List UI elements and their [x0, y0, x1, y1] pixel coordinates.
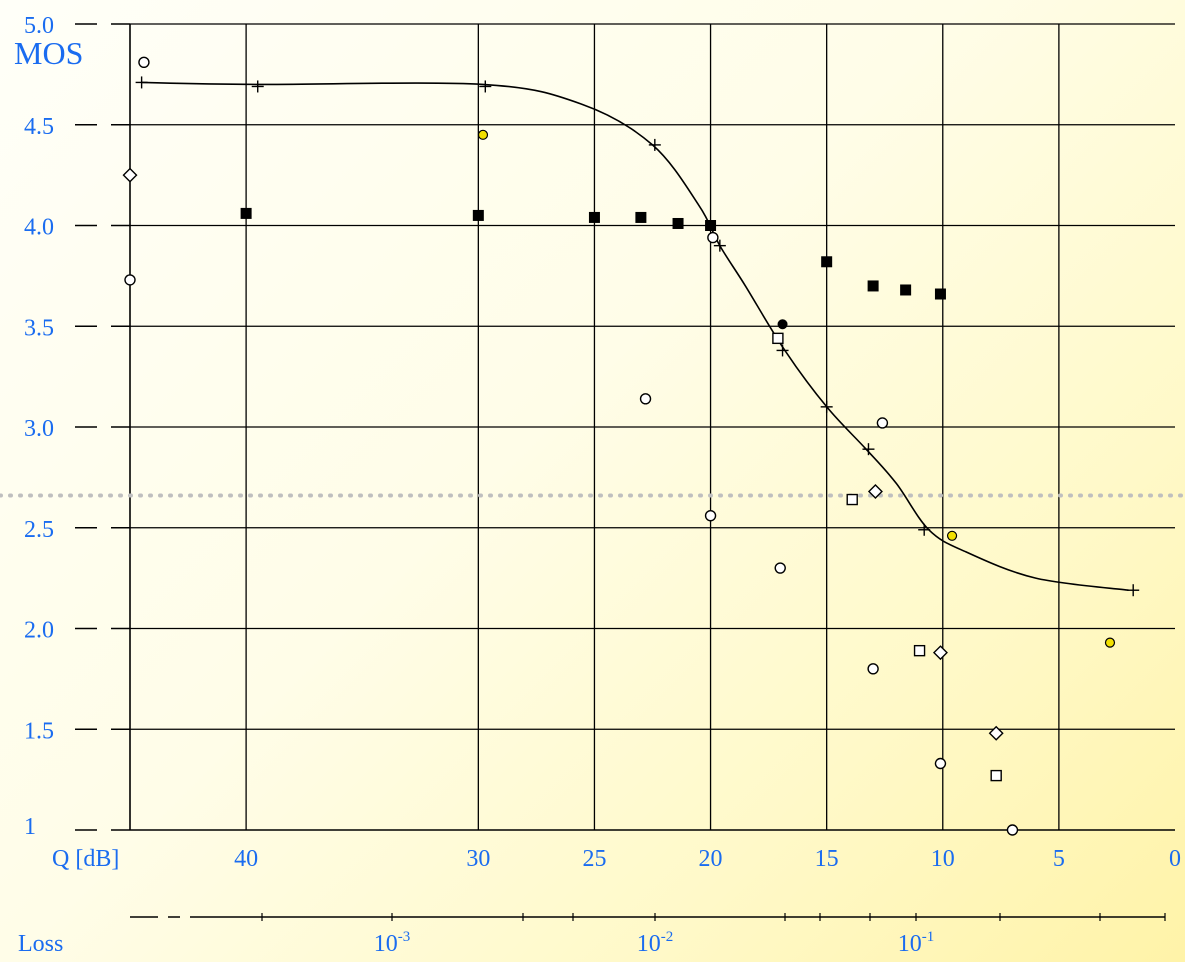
filled-square-marker — [867, 280, 879, 292]
x-axis-title: Q [dB] — [52, 846, 119, 872]
open-circle-marker — [124, 274, 136, 286]
loss-tick-label: 10-1 — [898, 929, 935, 957]
open-diamond-marker — [988, 725, 1004, 741]
yellow-dot-marker — [946, 530, 958, 541]
x-tick-label: 0 — [1169, 846, 1181, 872]
open-square-marker — [990, 769, 1002, 782]
loss-axis-title: Loss — [18, 931, 63, 957]
yellow-dot-marker — [1104, 637, 1116, 648]
filled-circle-marker — [777, 319, 788, 330]
y-tick-label: 3.0 — [24, 416, 54, 442]
x-tick-label: 10 — [931, 846, 955, 872]
open-circle-marker — [774, 562, 786, 574]
filled-square-marker — [705, 220, 717, 231]
y-axis-ticks: 1 1.5 2.0 2.5 3.0 3.5 4.0 4.5 5.0 — [24, 13, 54, 840]
x-tick-label: 20 — [699, 846, 723, 872]
loss-tick-label: 10-3 — [374, 929, 411, 957]
filled-square-marker — [900, 284, 912, 296]
y-tick-label: 1 — [24, 814, 36, 840]
data-markers — [122, 56, 1140, 836]
loss-axis: 10-3 10-2 10-1 — [130, 913, 1166, 957]
plus-marker — [918, 523, 931, 536]
open-circle-marker — [867, 663, 879, 675]
y-axis-title: MOS — [14, 35, 83, 71]
plus-marker — [713, 239, 726, 252]
open-circle-marker — [704, 509, 717, 522]
filled-square-marker — [672, 217, 684, 229]
plus-marker — [479, 80, 492, 93]
open-circle-marker — [707, 231, 719, 244]
filled-square-marker — [821, 256, 833, 268]
filled-square-marker — [472, 209, 484, 221]
open-circle-marker — [1006, 824, 1019, 836]
loss-tick-exponent: -3 — [398, 929, 411, 945]
open-circle-marker — [934, 757, 947, 770]
y-tick-label: 3.5 — [24, 315, 54, 341]
y-tick-label: 2.5 — [24, 517, 54, 543]
open-square-marker — [772, 332, 784, 345]
y-tick-label: 2.0 — [24, 618, 54, 644]
filled-square-marker — [934, 288, 946, 300]
loss-tick-base: 10 — [374, 931, 398, 957]
yellow-dot-marker — [477, 129, 489, 140]
plus-marker — [251, 80, 264, 93]
filled-square-marker — [635, 211, 647, 223]
open-circle-marker — [639, 393, 652, 405]
x-tick-label: 5 — [1053, 846, 1065, 872]
plus-marker — [135, 76, 148, 89]
loss-tick-base: 10 — [898, 931, 922, 957]
plus-marker — [862, 443, 875, 456]
plus-marker — [776, 344, 789, 357]
x-tick-label: 25 — [582, 846, 606, 872]
x-axis-ticks: 40 30 25 20 15 10 5 0 — [234, 846, 1181, 872]
open-diamond-marker — [122, 167, 138, 183]
plus-marker — [648, 138, 661, 151]
loss-tick-exponent: -1 — [922, 929, 935, 945]
loss-tick-base: 10 — [637, 931, 661, 957]
x-tick-label: 40 — [234, 846, 258, 872]
y-tick-label: 1.5 — [24, 718, 54, 744]
open-circle-marker — [138, 56, 150, 68]
open-diamond-marker — [867, 483, 883, 499]
y-tick-label: 5.0 — [24, 13, 54, 39]
x-tick-label: 15 — [815, 846, 839, 872]
open-diamond-marker — [932, 645, 948, 661]
x-tick-label: 30 — [466, 846, 490, 872]
y-tick-label: 4.0 — [24, 215, 54, 241]
plus-marker — [820, 400, 833, 413]
loss-tick-exponent: -2 — [661, 929, 674, 945]
y-tick-label: 4.5 — [24, 114, 54, 140]
open-circle-marker — [876, 417, 889, 429]
loss-tick-label: 10-2 — [637, 929, 674, 957]
open-square-marker — [913, 644, 926, 657]
filled-square-marker — [240, 207, 252, 219]
filled-square-marker — [588, 211, 600, 223]
fit-curve — [141, 81, 1129, 591]
open-square-marker — [846, 493, 858, 506]
chart-grid — [75, 23, 1175, 831]
plus-marker — [1127, 584, 1140, 597]
